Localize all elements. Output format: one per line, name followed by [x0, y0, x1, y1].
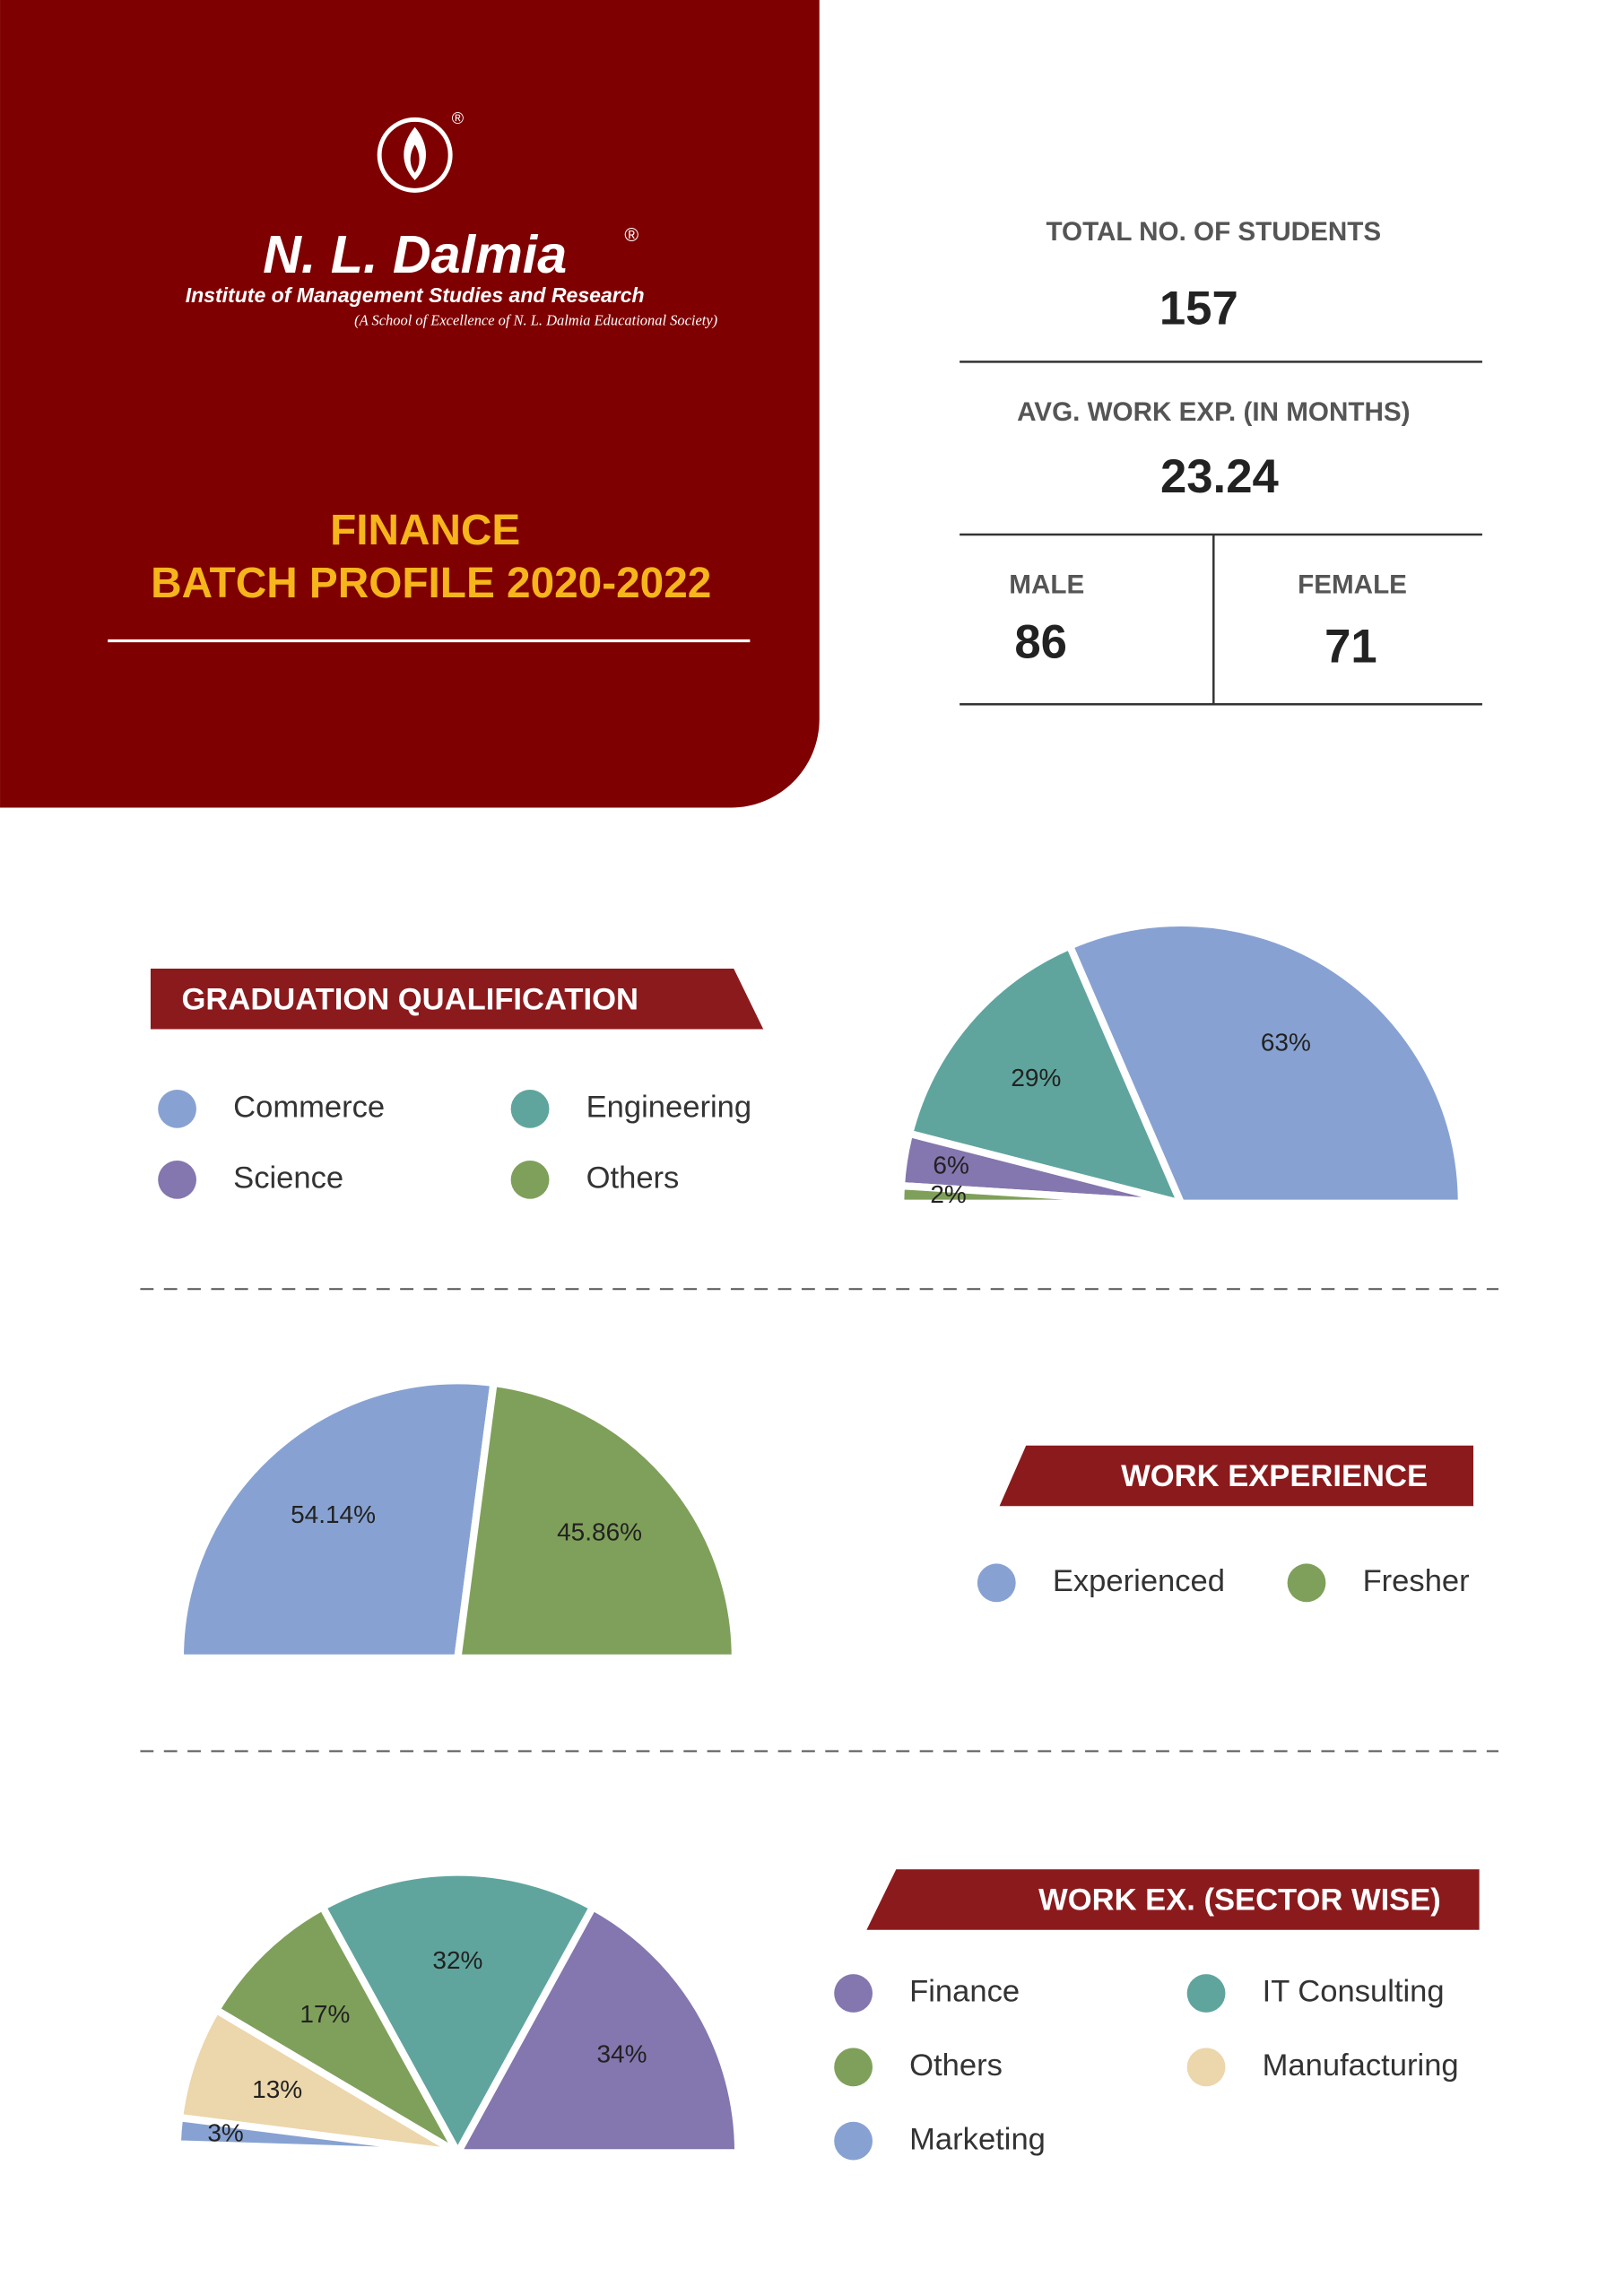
legend-label: Marketing [909, 2122, 1046, 2156]
logo-emblem: ® [377, 109, 465, 193]
data-label: 29% [1011, 1064, 1061, 1091]
pie-slice [213, 1903, 462, 2157]
legend-swatch [834, 2048, 873, 2087]
section-title: WORK EXPERIENCE [1121, 1459, 1428, 1493]
legend-label: Finance [909, 1975, 1020, 2009]
legend-label: Science [233, 1161, 343, 1196]
legend-label: Commerce [233, 1090, 385, 1124]
pie-slice [454, 1903, 743, 2157]
legend-swatch [834, 2121, 873, 2161]
legend-swatch [1287, 1563, 1326, 1603]
data-label: 13% [252, 2075, 302, 2103]
legend-swatch [977, 1563, 1016, 1603]
society-name: (A School of Excellence of N. L. Dalmia … [354, 312, 717, 329]
stat-label: AVG. WORK EXP. (IN MONTHS) [1017, 397, 1410, 427]
data-label: 34% [596, 2039, 647, 2067]
section-banner [866, 1869, 1480, 1930]
data-label: 54.14% [291, 1500, 376, 1528]
page-title: BATCH PROFILE 2020-2022 [151, 560, 711, 607]
stat-value: 71 [1324, 620, 1377, 673]
pie-slice [454, 1378, 740, 1662]
pie-slice [176, 1377, 498, 1662]
pie-slice [905, 942, 1185, 1207]
legend-label: Fresher [1363, 1564, 1470, 1598]
data-label: 6% [933, 1152, 968, 1179]
legend-swatch [1186, 1974, 1226, 2013]
legend-label: Others [586, 1161, 680, 1196]
stat-value: 86 [1014, 615, 1067, 668]
data-label: 2% [930, 1180, 966, 1208]
legend-swatch [158, 1160, 196, 1199]
legend-label: Experienced [1053, 1564, 1225, 1598]
legend-swatch [834, 1974, 873, 2013]
legend-label: Engineering [586, 1090, 751, 1124]
header-panel [0, 0, 820, 808]
data-label: 3% [207, 2118, 243, 2146]
legend-label: Others [909, 2048, 1003, 2083]
data-label: 45.86% [557, 1518, 642, 1545]
pie-slice [1065, 918, 1465, 1207]
stat-label: MALE [1009, 570, 1084, 599]
stat-value: 157 [1159, 282, 1238, 335]
pie-slice [318, 1868, 597, 2157]
legend-label: Manufacturing [1263, 2048, 1459, 2083]
stat-value: 23.24 [1160, 450, 1280, 503]
section-banner [150, 968, 764, 1030]
legend-label: IT Consulting [1263, 1975, 1445, 2009]
data-label: 17% [300, 2000, 350, 2028]
pie-slice [897, 1181, 1185, 1207]
stat-label: FEMALE [1298, 570, 1407, 599]
legend-swatch [510, 1160, 550, 1199]
section-title: WORK EX. (SECTOR WISE) [1038, 1883, 1441, 1918]
section-title: GRADUATION QUALIFICATION [182, 982, 638, 1016]
institute-name: Institute of Management Studies and Rese… [186, 283, 645, 307]
registered-mark: ® [624, 224, 638, 246]
stats: TOTAL NO. OF STUDENTS 157 AVG. WORK EXP.… [960, 217, 1482, 706]
legend-swatch [510, 1089, 550, 1128]
legend-swatch [158, 1089, 196, 1128]
logo-name: N. L. Dalmia [263, 224, 567, 284]
section-banner [999, 1445, 1474, 1507]
data-label: 32% [432, 1946, 482, 1974]
legend-swatch [1186, 2048, 1226, 2087]
stat-label: TOTAL NO. OF STUDENTS [1046, 217, 1381, 247]
pie-slice [173, 2113, 462, 2157]
svg-text:®: ® [452, 109, 465, 127]
data-label: 63% [1261, 1028, 1311, 1056]
page-title: FINANCE [330, 507, 520, 554]
